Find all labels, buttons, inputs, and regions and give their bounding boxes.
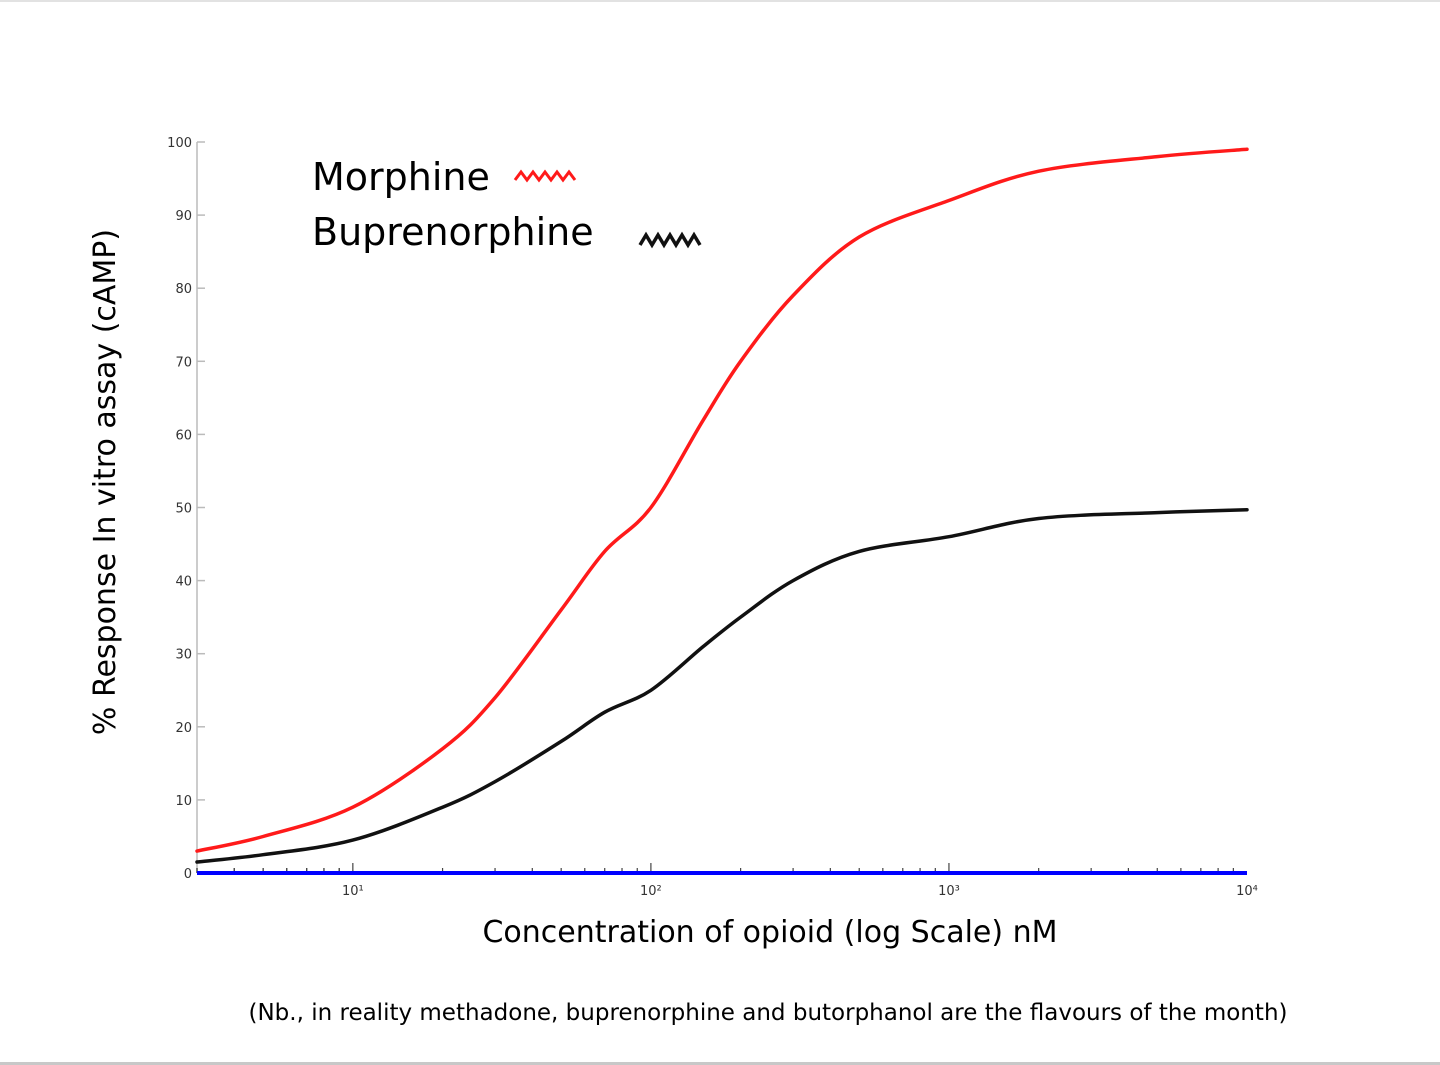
x-tick-label: 10²: [640, 884, 662, 899]
y-axis-title: % Response In vitro assay (cAMP): [88, 229, 123, 735]
reference-lines: [197, 505, 653, 861]
y-tick-label: 70: [175, 355, 192, 370]
footnote: (Nb., in reality methadone, buprenorphin…: [249, 1000, 1288, 1026]
y-tick-label: 80: [175, 282, 192, 297]
legend-label-morphine: Morphine: [312, 155, 490, 199]
legend: Morphine Buprenorphine: [312, 155, 702, 254]
y-tick-label: 100: [167, 136, 192, 151]
y-tick-label: 30: [175, 648, 192, 663]
legend-swatch-buprenorphine: [638, 231, 702, 249]
series-line-morphine: [195, 147, 1249, 853]
tick-labels: 0 10 20 30 40 50 60 70 80 90 100 10¹ 10² 10³ 10⁴: [167, 136, 1258, 899]
y-tick-label: 0: [184, 867, 192, 882]
y-tick-label: 10: [175, 794, 192, 809]
y-tick-label: 50: [175, 502, 192, 517]
x-tick-label: 10³: [938, 884, 960, 899]
y-tick-label: 40: [175, 575, 192, 590]
legend-swatch-morphine: [513, 169, 577, 183]
y-tick-label: 60: [175, 428, 192, 443]
series-line-buprenorphine: [195, 507, 1249, 864]
series-layer: [195, 147, 1249, 875]
y-tick-label: 20: [175, 721, 192, 736]
x-tick-label: 10⁴: [1236, 884, 1258, 899]
y-tick-label: 90: [175, 209, 192, 224]
x-axis-title: Concentration of opioid (log Scale) nM: [482, 915, 1057, 950]
legend-label-buprenorphine: Buprenorphine: [312, 210, 594, 254]
x-tick-label: 10¹: [342, 884, 364, 899]
